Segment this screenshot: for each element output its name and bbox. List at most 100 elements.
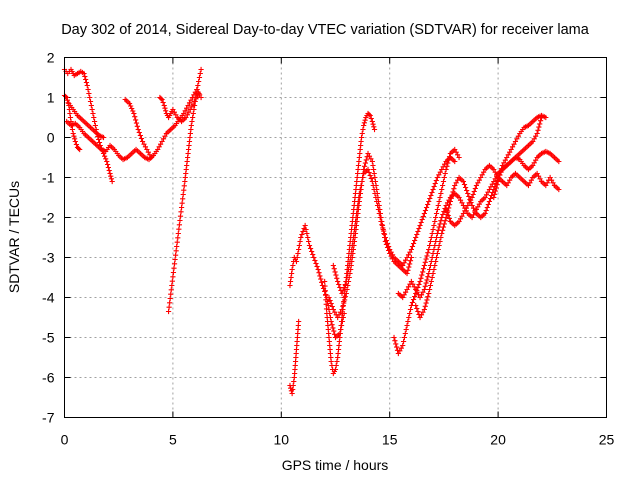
data-point bbox=[85, 86, 91, 93]
x-tick-label: 0 bbox=[61, 432, 69, 448]
data-series bbox=[157, 90, 202, 125]
data-point bbox=[77, 146, 83, 153]
data-point bbox=[368, 115, 374, 122]
data-point bbox=[475, 204, 481, 210]
data-point bbox=[402, 289, 409, 295]
data-point bbox=[404, 254, 410, 261]
data-point bbox=[369, 178, 375, 185]
data-point bbox=[504, 182, 510, 189]
data-point bbox=[420, 309, 426, 315]
data-point bbox=[446, 202, 453, 208]
data-point bbox=[478, 174, 484, 181]
data-point bbox=[461, 181, 468, 188]
data-point bbox=[433, 238, 439, 245]
data-point bbox=[392, 338, 398, 344]
data-point bbox=[335, 314, 341, 321]
data-point bbox=[434, 250, 440, 257]
data-point bbox=[469, 214, 475, 221]
data-point bbox=[407, 249, 413, 255]
y-tick-label: -7 bbox=[42, 410, 55, 426]
data-point bbox=[171, 109, 177, 115]
data-point bbox=[176, 226, 182, 232]
data-point bbox=[107, 170, 113, 177]
data-point bbox=[345, 282, 351, 289]
data-point bbox=[426, 286, 433, 293]
data-point bbox=[412, 293, 418, 300]
data-point bbox=[483, 192, 490, 198]
data-point bbox=[131, 110, 137, 117]
data-point bbox=[173, 252, 179, 258]
data-point bbox=[535, 173, 542, 179]
data-point bbox=[368, 156, 374, 162]
data-point bbox=[401, 260, 407, 266]
data-point bbox=[340, 287, 346, 294]
data-point bbox=[449, 192, 455, 198]
data-point bbox=[457, 197, 464, 203]
data-point bbox=[330, 325, 336, 331]
data-point bbox=[358, 182, 364, 189]
data-point bbox=[431, 246, 437, 253]
data-point bbox=[367, 172, 373, 179]
data-point bbox=[192, 98, 198, 105]
data-point bbox=[190, 110, 196, 117]
data-point bbox=[439, 186, 445, 193]
data-point bbox=[369, 118, 375, 125]
data-point bbox=[471, 188, 477, 195]
data-point bbox=[328, 300, 334, 307]
data-point bbox=[544, 180, 550, 186]
data-point bbox=[501, 160, 507, 166]
data-point bbox=[472, 185, 478, 192]
data-point bbox=[426, 198, 432, 205]
data-point bbox=[530, 162, 536, 169]
data-point bbox=[134, 123, 140, 129]
data-point bbox=[144, 146, 150, 153]
data-point bbox=[437, 194, 443, 201]
data-point bbox=[400, 342, 406, 349]
data-point bbox=[421, 210, 427, 217]
data-point bbox=[64, 97, 70, 103]
data-point bbox=[387, 246, 393, 253]
data-point bbox=[88, 102, 94, 109]
data-point bbox=[502, 157, 508, 163]
data-point bbox=[87, 94, 93, 101]
data-point bbox=[405, 252, 412, 258]
data-point bbox=[535, 127, 541, 133]
data-point bbox=[87, 98, 94, 105]
data-point bbox=[135, 126, 141, 133]
data-point bbox=[198, 94, 204, 101]
data-point bbox=[370, 166, 377, 173]
data-point bbox=[296, 318, 302, 325]
data-point bbox=[481, 169, 487, 175]
data-point bbox=[381, 228, 387, 234]
y-tick-label: -3 bbox=[42, 250, 55, 266]
data-point bbox=[334, 358, 340, 365]
data-point bbox=[329, 322, 335, 328]
data-point bbox=[371, 170, 377, 177]
data-point bbox=[370, 182, 376, 189]
data-point bbox=[191, 92, 197, 98]
data-point bbox=[422, 207, 429, 214]
data-point bbox=[430, 250, 436, 257]
data-point bbox=[439, 166, 445, 173]
data-point bbox=[170, 106, 176, 113]
data-point bbox=[495, 178, 501, 185]
data-point bbox=[405, 318, 411, 325]
data-point bbox=[536, 124, 542, 130]
data-point bbox=[336, 312, 342, 318]
data-point bbox=[398, 345, 404, 351]
data-point bbox=[496, 175, 502, 181]
data-point bbox=[372, 174, 378, 181]
data-point bbox=[508, 146, 514, 153]
data-point bbox=[336, 281, 342, 288]
data-point bbox=[380, 225, 386, 231]
data-point bbox=[181, 110, 187, 117]
data-point bbox=[307, 245, 314, 252]
data-point bbox=[494, 182, 500, 188]
data-point bbox=[103, 156, 109, 162]
data-point bbox=[434, 230, 440, 237]
data-series bbox=[491, 112, 549, 201]
data-point bbox=[413, 302, 419, 309]
data-point bbox=[423, 204, 430, 211]
data-point bbox=[423, 280, 429, 286]
data-point bbox=[468, 197, 474, 203]
